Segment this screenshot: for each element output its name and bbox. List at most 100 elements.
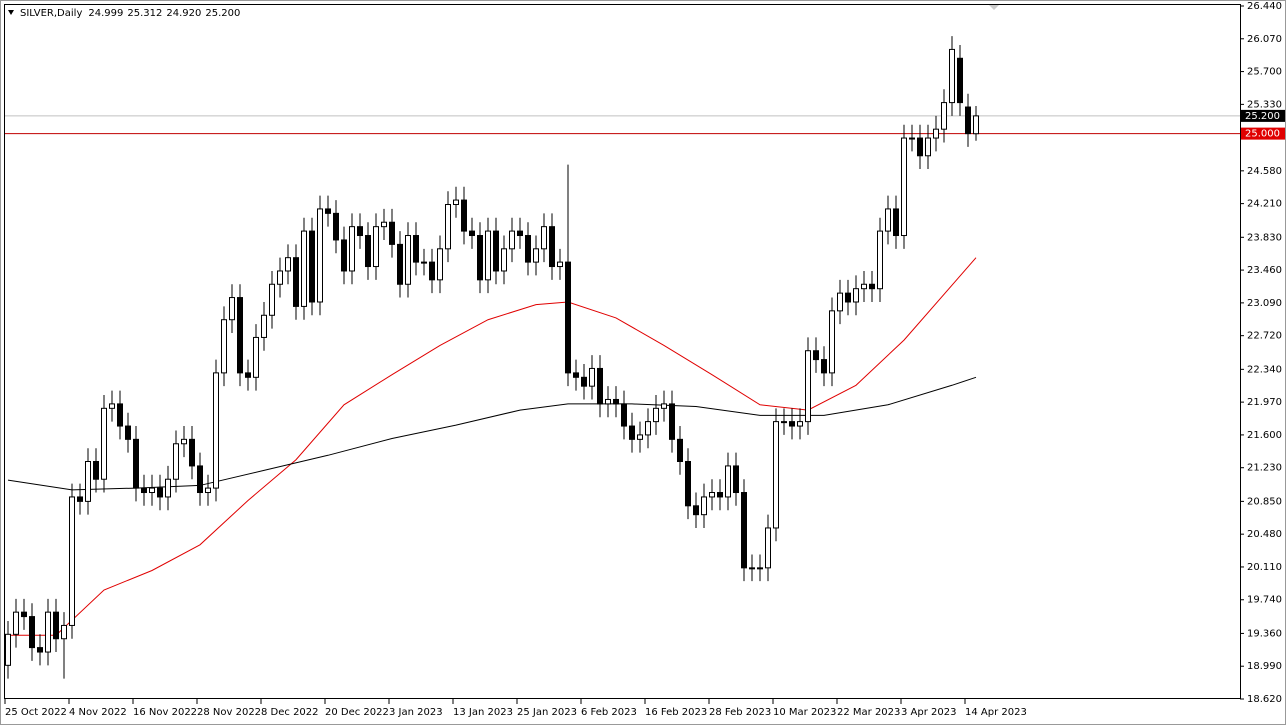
y-tick-label: 26.440 — [1247, 1, 1282, 12]
candle-body — [661, 403, 667, 409]
candle-body — [757, 567, 763, 570]
y-tick-label: 23.090 — [1247, 298, 1282, 309]
candle-body — [701, 496, 707, 516]
y-tick-label: 21.970 — [1247, 397, 1282, 408]
candle-body — [501, 248, 507, 272]
candle-body — [301, 230, 307, 307]
candle-body — [269, 283, 275, 316]
candle-body — [957, 57, 963, 104]
candle-body — [413, 235, 419, 263]
candle-body — [381, 221, 387, 228]
header-high: 25.312 — [127, 8, 162, 19]
x-tick-label: 28 Nov 2022 — [197, 707, 261, 718]
candle-body — [901, 137, 907, 237]
y-tick-label: 21.600 — [1247, 430, 1282, 441]
y-tick-label: 25.700 — [1247, 67, 1282, 78]
candle-body — [613, 398, 619, 405]
candle-body — [973, 115, 979, 135]
candle-body — [21, 611, 27, 618]
candle-body — [885, 208, 891, 232]
candle-body — [245, 372, 251, 378]
candle-body — [525, 235, 531, 263]
candle-body — [405, 235, 411, 285]
level-label: 25.000 — [1245, 129, 1280, 140]
candle-body — [709, 492, 715, 498]
y-tick-label: 25.330 — [1247, 99, 1282, 110]
candle-body — [365, 235, 371, 268]
level-label-box — [1241, 109, 1285, 122]
x-tick-label: 3 Apr 2023 — [901, 707, 956, 718]
candle-body — [933, 128, 939, 139]
candle-body — [493, 230, 499, 272]
candle-body — [309, 230, 315, 303]
candle-body — [581, 376, 587, 387]
y-tick-label: 26.070 — [1247, 34, 1282, 45]
candle-body — [781, 421, 787, 424]
x-tick-label: 25 Jan 2023 — [517, 707, 577, 718]
candle-body — [453, 199, 459, 206]
y-tick-label: 20.480 — [1247, 529, 1282, 540]
x-tick-label: 8 Dec 2022 — [261, 707, 319, 718]
x-tick-label: 25 Oct 2022 — [5, 707, 67, 718]
candle-body — [949, 48, 955, 104]
candle-body — [749, 567, 755, 570]
candle-body — [389, 221, 395, 245]
x-tick-label: 3 Jan 2023 — [389, 707, 443, 718]
candle-body — [181, 438, 187, 445]
candle-body — [877, 230, 883, 290]
candle-body — [173, 443, 179, 480]
candle-body — [101, 407, 107, 480]
candle-body — [77, 496, 83, 502]
candle-body — [141, 487, 147, 494]
y-tick-label: 18.620 — [1247, 694, 1282, 705]
candle-body — [765, 527, 771, 569]
candle-body — [13, 611, 19, 635]
candle-body — [845, 292, 851, 303]
candle-body — [829, 310, 835, 374]
candle-body — [165, 478, 171, 498]
candle-body — [317, 208, 323, 303]
candle-body — [397, 243, 403, 285]
candle-body — [605, 398, 611, 405]
candle-body — [477, 235, 483, 281]
candle-body — [805, 350, 811, 423]
candle-body — [237, 297, 243, 374]
candle-body — [637, 434, 643, 440]
candle-body — [437, 248, 443, 281]
candle-body — [797, 421, 803, 427]
candle-body — [533, 248, 539, 263]
candle-body — [45, 611, 51, 653]
x-tick-label: 20 Dec 2022 — [325, 707, 389, 718]
menu-arrow — [8, 10, 14, 15]
candle-body — [157, 487, 163, 498]
moving-average — [7, 376, 977, 491]
candle-body — [669, 403, 675, 440]
candle-body — [445, 204, 451, 250]
candle-body — [621, 403, 627, 427]
candle-body — [653, 407, 659, 423]
candle-body — [149, 487, 155, 494]
candle-body — [29, 616, 35, 649]
header: SILVER,Daily 24.999 25.312 24.920 25.200 — [20, 8, 240, 19]
candle-body — [253, 336, 259, 378]
candle-body — [645, 421, 651, 436]
candle-body — [557, 261, 563, 268]
candle-body — [349, 226, 355, 272]
candle-body — [685, 461, 691, 507]
candle-body — [5, 633, 11, 666]
y-tick-label: 19.360 — [1247, 628, 1282, 639]
candle-body — [837, 292, 843, 312]
x-tick-label: 14 Apr 2023 — [965, 707, 1027, 718]
y-tick-label: 20.110 — [1247, 562, 1282, 573]
candle-body — [277, 270, 283, 285]
candle-body — [205, 487, 211, 494]
shift-marker — [989, 5, 999, 10]
level-label: 25.200 — [1245, 111, 1280, 122]
plot-border — [4, 4, 1241, 699]
candle-body — [285, 257, 291, 272]
candle-body — [461, 199, 467, 232]
candle-body — [741, 492, 747, 569]
y-tick-label: 19.740 — [1247, 595, 1282, 606]
candle-body — [541, 226, 547, 250]
